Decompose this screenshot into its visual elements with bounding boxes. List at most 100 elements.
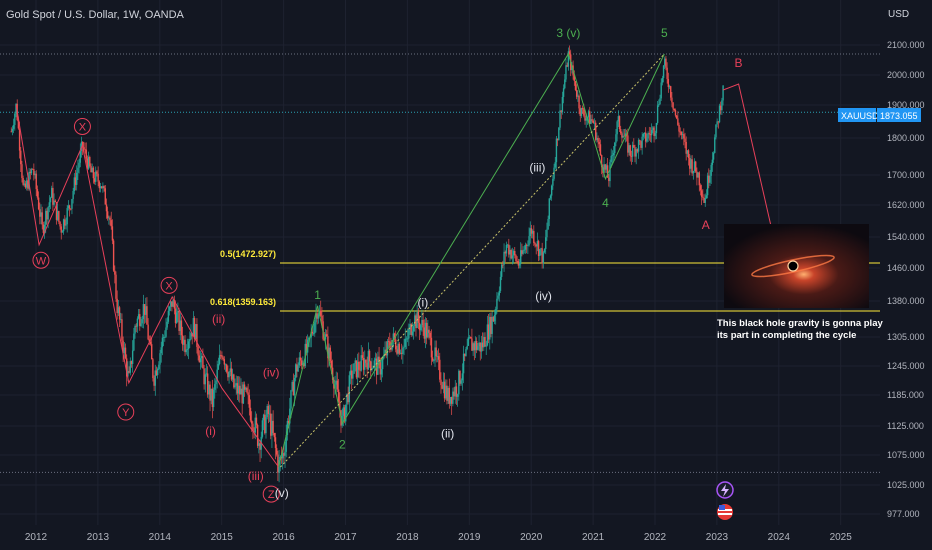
wave-label: 3 (v) bbox=[556, 26, 580, 40]
candle-body bbox=[204, 374, 206, 385]
candle-body bbox=[531, 230, 534, 234]
candle-body bbox=[31, 169, 34, 170]
time-tick-label: 2025 bbox=[830, 532, 853, 543]
candle-body bbox=[517, 261, 520, 266]
candle-body bbox=[217, 364, 220, 370]
candle-body bbox=[199, 358, 202, 363]
candle-body bbox=[604, 164, 606, 170]
candle-body bbox=[540, 248, 542, 250]
candle-body bbox=[698, 172, 700, 186]
candle-body bbox=[606, 165, 609, 178]
candle-body bbox=[117, 307, 120, 314]
candle-body bbox=[709, 175, 711, 183]
candle-body bbox=[84, 149, 86, 150]
candle-body bbox=[537, 241, 540, 257]
candle-body bbox=[139, 314, 141, 326]
candle-body bbox=[96, 171, 98, 174]
currency-label: USD bbox=[888, 9, 909, 20]
candle-body bbox=[53, 200, 55, 205]
candle-body bbox=[445, 385, 447, 399]
price-tick-label: 1025.000 bbox=[887, 480, 925, 490]
candle-body bbox=[395, 339, 397, 350]
candle-body bbox=[499, 276, 502, 291]
price-axis[interactable]: 2100.000 2000.000 1900.000 1800.000 1700.000… bbox=[887, 40, 925, 519]
candle-body bbox=[605, 165, 608, 170]
candle-body bbox=[380, 369, 383, 375]
candle-body bbox=[431, 357, 434, 361]
candle-body bbox=[575, 90, 578, 97]
candle-body bbox=[543, 249, 546, 253]
candle-body bbox=[252, 423, 254, 432]
candle-body bbox=[76, 172, 78, 185]
candle-body bbox=[164, 336, 166, 338]
candle-body bbox=[98, 181, 101, 189]
candle-body bbox=[655, 122, 658, 134]
candle-body bbox=[61, 231, 64, 233]
candle-body bbox=[293, 377, 296, 396]
candle-body bbox=[179, 320, 181, 331]
candle-body bbox=[22, 177, 24, 185]
candle-body bbox=[171, 301, 173, 307]
candle-body bbox=[505, 244, 508, 254]
candle-body bbox=[595, 122, 597, 140]
bolt-icon[interactable] bbox=[716, 481, 734, 499]
candle-body bbox=[35, 173, 37, 190]
candle-body bbox=[671, 97, 673, 103]
candle-body bbox=[89, 156, 91, 166]
candle-body bbox=[103, 186, 105, 189]
wave-label: (iv) bbox=[535, 289, 552, 303]
candle-body bbox=[230, 368, 233, 380]
candle-body bbox=[443, 381, 446, 399]
candle-body bbox=[153, 378, 155, 386]
candle-body bbox=[215, 380, 217, 385]
candle-body bbox=[10, 131, 12, 133]
candle-body bbox=[143, 304, 146, 315]
candle-body bbox=[272, 420, 274, 434]
candle-body bbox=[23, 183, 26, 185]
candle-body bbox=[99, 186, 102, 189]
price-tag-value: 1873.055 bbox=[880, 111, 918, 121]
candle-body bbox=[354, 360, 356, 364]
candle-body bbox=[39, 209, 41, 217]
candle-body bbox=[700, 190, 703, 197]
wave-label: 5 bbox=[661, 26, 668, 40]
candle-body bbox=[86, 158, 89, 169]
candle-body bbox=[192, 318, 195, 337]
candle-body bbox=[652, 127, 654, 131]
candle-body bbox=[365, 359, 367, 363]
candle-body bbox=[329, 347, 331, 361]
candle-body bbox=[460, 380, 462, 384]
time-tick-label: 2012 bbox=[25, 532, 48, 543]
candle-body bbox=[367, 350, 370, 370]
candle-body bbox=[589, 111, 591, 124]
candle-body bbox=[560, 110, 562, 112]
candle-body bbox=[515, 255, 517, 262]
candle-body bbox=[27, 180, 29, 189]
candle-body bbox=[106, 211, 109, 219]
candle-body bbox=[483, 336, 485, 348]
candle-body bbox=[647, 133, 649, 139]
us-flag-icon[interactable] bbox=[717, 504, 733, 520]
candle-body bbox=[243, 384, 246, 390]
candle-body bbox=[502, 264, 504, 266]
candle-body bbox=[91, 167, 93, 173]
candle-body bbox=[383, 354, 385, 359]
candle-body bbox=[205, 373, 208, 375]
time-tick-label: 2019 bbox=[458, 532, 481, 543]
candle-body bbox=[477, 346, 479, 350]
candle-body bbox=[128, 371, 130, 373]
time-axis[interactable]: 2012 2013 2014 2015 2016 2017 2018 2019 2020 2021… bbox=[25, 532, 852, 543]
candle-body bbox=[211, 388, 214, 408]
candle-body bbox=[654, 133, 656, 136]
candle-body bbox=[184, 339, 186, 353]
candle-body bbox=[585, 118, 587, 121]
price-tick-label: 1700.000 bbox=[887, 170, 925, 180]
candle-body bbox=[423, 327, 426, 339]
candle-body bbox=[624, 133, 627, 137]
candle-body bbox=[400, 352, 403, 354]
candle-body bbox=[97, 173, 99, 182]
candle-body bbox=[541, 248, 543, 264]
candle-body bbox=[568, 51, 571, 55]
candle-body bbox=[550, 185, 553, 196]
